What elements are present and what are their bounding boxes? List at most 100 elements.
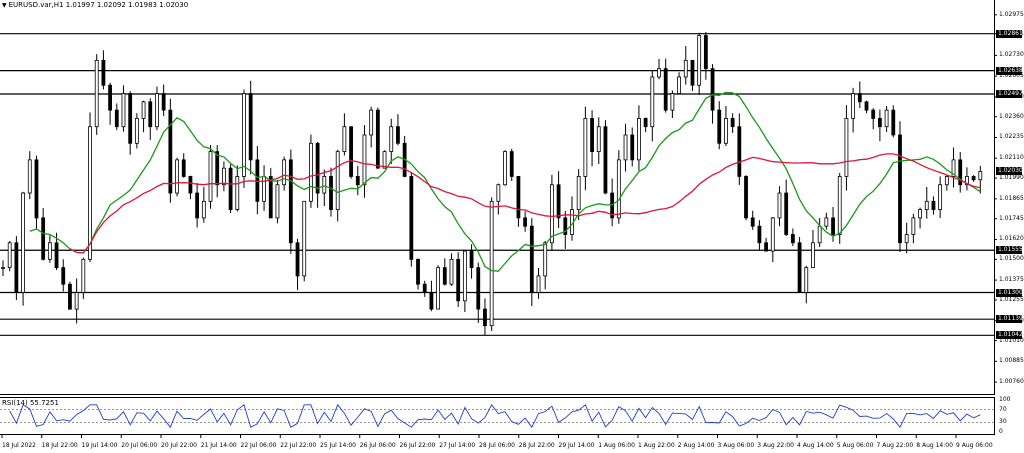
price-tick-label: 1.01620: [999, 235, 1024, 243]
candle-body: [422, 283, 427, 293]
rsi-tick-label: 30: [999, 418, 1007, 426]
rsi-panel[interactable]: [0, 397, 995, 435]
candle-body: [777, 192, 782, 219]
candle-body: [549, 184, 554, 244]
candle-body: [101, 59, 106, 86]
time-tick-label: 21 Jul 14:00: [200, 442, 237, 449]
rsi-tick-label: 100: [999, 396, 1011, 403]
candle-body: [208, 151, 213, 202]
candle-body: [114, 109, 119, 128]
candle-body: [496, 184, 501, 202]
candle-body: [583, 118, 588, 177]
price-tick-label: 1.02110: [999, 154, 1024, 162]
candle-body: [931, 200, 936, 211]
candle-body: [965, 176, 969, 186]
candle-body: [877, 118, 882, 128]
candle-body: [34, 159, 39, 219]
candle-body: [804, 267, 809, 293]
price-tick-label: 1.00885: [999, 357, 1024, 365]
price-tick-label: 1.01375: [999, 276, 1024, 284]
time-tick-label: 18 Jul 22:00: [41, 442, 78, 449]
candle-body: [790, 234, 795, 244]
candle-body: [462, 250, 467, 302]
price-tick-label: 1.01865: [999, 194, 1024, 202]
time-tick-label: 20 Jul 06:00: [121, 442, 158, 449]
candle-body: [724, 118, 728, 144]
price-chart-panel[interactable]: [0, 0, 995, 395]
candle-body: [764, 242, 769, 252]
time-tick-label: 3 Aug 06:00: [717, 442, 755, 449]
candle-body: [590, 118, 594, 152]
candle-body: [362, 134, 367, 186]
candle-body: [737, 126, 742, 177]
level-price-label: 1.01139: [996, 315, 1023, 324]
candle-body: [188, 176, 193, 194]
price-tick-label: 1.02730: [999, 51, 1024, 59]
price-tick-label: 1.02975: [999, 10, 1024, 18]
candle-body: [369, 109, 374, 136]
candle-body: [215, 151, 220, 186]
candle-body: [282, 159, 287, 186]
candle-body: [596, 126, 601, 152]
candle-body: [436, 267, 441, 310]
candle-body: [248, 93, 253, 161]
candle-body: [228, 167, 233, 211]
candle-body: [409, 176, 414, 260]
candle-body: [1, 267, 5, 270]
candle-body: [516, 176, 521, 219]
candle-body: [503, 151, 507, 186]
moving-average-slow: [69, 153, 981, 254]
candle-body: [563, 217, 568, 235]
time-tick-label: 27 Jul 14:00: [439, 442, 476, 449]
candle-body: [851, 93, 856, 119]
price-tick-label: 1.02360: [999, 112, 1024, 120]
candle-body: [657, 68, 661, 78]
candle-body: [837, 176, 842, 235]
candle-body: [904, 234, 909, 244]
candle-body: [509, 151, 514, 177]
time-tick-label: 19 Jul 14:00: [81, 442, 118, 449]
candle-body: [543, 242, 548, 277]
candle-body: [603, 126, 608, 194]
candle-body: [416, 258, 420, 285]
candle-body: [951, 159, 956, 177]
time-tick-label: 1 Aug 22:00: [638, 442, 675, 449]
candle-body: [944, 176, 949, 186]
level-price-label: 1.02861: [996, 29, 1023, 38]
candle-body: [41, 217, 46, 260]
candle-body: [824, 217, 829, 227]
candle-body: [81, 258, 86, 293]
candle-body: [650, 76, 655, 128]
candle-body: [288, 159, 293, 244]
candle-body: [242, 93, 246, 177]
candle-body: [891, 109, 896, 136]
time-tick-label: 25 Jul 14:00: [320, 442, 356, 449]
candle-body: [456, 258, 461, 302]
candle-body: [744, 176, 748, 219]
candle-body: [958, 159, 963, 186]
candle-body: [68, 283, 72, 310]
candle-body: [616, 159, 621, 219]
triangle-down-icon[interactable]: ▼: [2, 2, 7, 9]
candle-body: [295, 242, 300, 277]
candle-body: [175, 159, 179, 194]
candle-body: [489, 200, 494, 327]
candle-body: [871, 109, 876, 119]
candle-body: [623, 134, 628, 161]
time-tick-label: 26 Jul 06:00: [359, 442, 396, 449]
time-tick-label: 4 Aug 14:00: [797, 442, 834, 449]
time-tick-label: 2 Aug 14:00: [677, 442, 715, 449]
candle-body: [864, 101, 869, 111]
candle-body: [630, 134, 635, 161]
candle-body: [750, 217, 755, 227]
price-tick-label: 1.01500: [999, 255, 1024, 263]
rsi-tick-label: 70: [999, 405, 1007, 413]
time-tick-label: 22 Jul 06:00: [240, 442, 277, 449]
price-tick-label: 1.01745: [999, 214, 1024, 222]
candle-body: [262, 176, 266, 202]
candle-body: [683, 59, 688, 78]
candle-body: [14, 242, 19, 293]
candle-body: [47, 242, 52, 260]
candle-body: [389, 126, 394, 152]
